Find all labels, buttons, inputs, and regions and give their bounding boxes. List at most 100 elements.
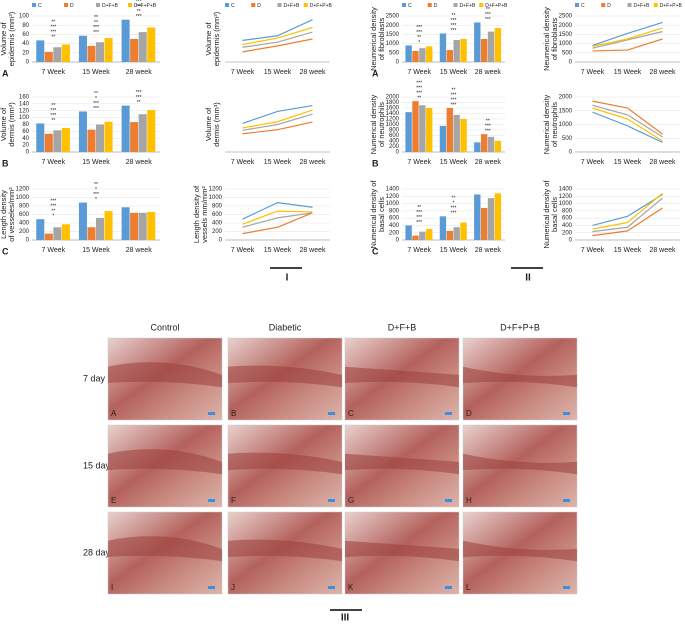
x-tick-label: 15 Week <box>440 69 468 76</box>
part-label: III <box>341 613 350 624</box>
y-tick-label: 1500 <box>559 32 573 38</box>
line <box>242 19 313 41</box>
bar <box>494 141 502 152</box>
significance: *** <box>136 4 142 10</box>
x-tick-label: 7 Week <box>231 69 255 76</box>
bar <box>138 32 147 62</box>
y-tick-label: 2000 <box>559 95 573 101</box>
row-label: 7 day <box>83 373 106 383</box>
legend-label: D <box>70 3 74 9</box>
line <box>592 27 663 47</box>
y-tick-label: 1200 <box>386 117 400 123</box>
bar <box>96 42 105 62</box>
column-header: D+F+B <box>388 322 417 332</box>
y-axis-label: Length density ofvessels mm/mm² <box>192 185 209 243</box>
significance: ** <box>94 15 98 21</box>
bar <box>36 40 45 62</box>
y-tick-label: 0 <box>569 238 573 244</box>
bar <box>61 127 70 152</box>
legend-label: C <box>581 3 585 9</box>
y-tick-label: 1200 <box>209 187 223 193</box>
x-tick-label: 28 week <box>126 69 153 76</box>
significance: *** <box>136 14 142 20</box>
x-tick-label: 28 week <box>475 159 502 166</box>
tissue-band <box>228 452 342 475</box>
significance: * <box>453 201 455 207</box>
y-tick-label: 400 <box>389 139 400 145</box>
scale-bar <box>445 499 452 502</box>
bar <box>44 233 53 240</box>
line <box>242 38 313 53</box>
y-tick-label: 40 <box>22 136 29 142</box>
part-label: I <box>286 273 289 284</box>
bar <box>487 31 495 62</box>
x-tick-label: 7 Week <box>407 69 431 76</box>
y-tick-label: 200 <box>389 144 400 150</box>
panel-letter: A <box>111 409 117 418</box>
panel-letter: L <box>466 583 471 592</box>
y-tick-label: 0 <box>569 60 573 66</box>
significance: *** <box>50 113 56 119</box>
scale-bar <box>445 586 452 589</box>
x-tick-label: 7 Week <box>42 69 66 76</box>
y-tick-label: 800 <box>19 204 30 210</box>
line <box>592 31 663 49</box>
legend-swatch <box>402 3 406 7</box>
bar <box>480 134 488 152</box>
significance: ** <box>94 91 98 97</box>
bar <box>439 216 447 240</box>
legend-label: D+F+B <box>460 3 477 9</box>
significance: *** <box>451 102 457 108</box>
y-tick-label: 100 <box>19 115 30 121</box>
y-tick-label: 60 <box>22 32 29 38</box>
legend-swatch <box>627 3 632 7</box>
panel-letter: I <box>111 583 113 592</box>
y-axis-label: Volume ofdermis (mm³) <box>0 102 16 147</box>
panel-letter: H <box>466 496 472 505</box>
y-axis-label: Numerical densityof neutrophils <box>369 94 386 154</box>
scale-bar <box>208 586 215 589</box>
bar <box>460 222 467 240</box>
line <box>242 201 313 220</box>
panel-label: C <box>372 246 379 256</box>
bar <box>36 123 45 152</box>
line <box>592 21 663 47</box>
legend-swatch <box>453 3 458 7</box>
bar <box>426 229 433 240</box>
y-tick-label: 1000 <box>386 41 400 47</box>
bar <box>147 211 156 240</box>
significance: * <box>95 96 97 102</box>
panel-label: A <box>372 68 379 78</box>
y-tick-label: 2000 <box>386 95 400 101</box>
bar <box>419 231 426 240</box>
bar <box>480 207 488 240</box>
line <box>242 31 313 48</box>
bar <box>460 119 467 152</box>
significance: *** <box>93 106 99 112</box>
legend-label: D+F+B <box>284 3 301 9</box>
tissue-band <box>108 449 222 475</box>
legend-swatch <box>225 3 229 7</box>
bar <box>439 33 447 62</box>
bar <box>446 230 453 240</box>
y-tick-label: 1500 <box>559 108 573 114</box>
legend-label: D+F+B <box>634 3 651 9</box>
bar <box>61 224 70 240</box>
x-tick-label: 7 Week <box>581 69 605 76</box>
column-header: D+F+P+B <box>500 322 540 332</box>
bar <box>36 219 45 240</box>
scale-bar <box>328 412 335 415</box>
bar <box>426 46 433 62</box>
x-tick-label: 7 Week <box>231 159 255 166</box>
panel-letter: K <box>348 583 354 592</box>
y-tick-label: 1400 <box>559 187 573 193</box>
y-tick-label: 1600 <box>386 106 400 112</box>
x-tick-label: 7 Week <box>407 247 431 254</box>
y-tick-label: 40 <box>22 41 29 47</box>
bar <box>446 108 453 152</box>
y-tick-label: 0 <box>219 238 223 244</box>
tissue-band <box>345 540 459 562</box>
panel-label: B <box>372 158 379 168</box>
significance: *** <box>416 220 422 226</box>
significance: *** <box>416 80 422 86</box>
